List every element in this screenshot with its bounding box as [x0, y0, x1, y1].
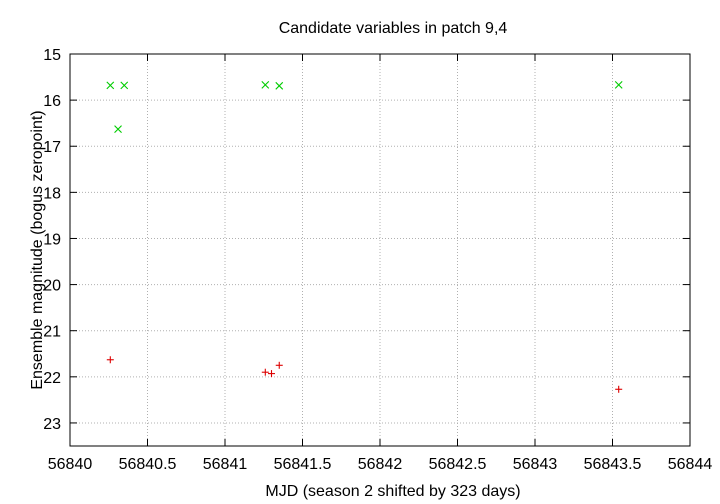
plus-marker-point	[275, 361, 283, 369]
axis-ticks: 56840 56840.5 56841 56841.5 56842 56842.5 5684…	[43, 47, 712, 473]
x-marker-point	[106, 81, 115, 90]
y-tick-label: 18	[43, 185, 61, 202]
plus-marker-point	[106, 356, 114, 364]
x-tick-label: 56840	[48, 456, 93, 473]
y-tick-label: 23	[43, 416, 61, 433]
plus-marker-point	[615, 385, 623, 393]
x-marker-point	[614, 81, 623, 89]
x-tick-label: 56843	[513, 456, 558, 473]
x-tick-label: 56842.5	[429, 456, 487, 473]
data-points	[106, 81, 623, 393]
x-marker-point	[114, 125, 122, 134]
y-axis-label: Ensemble magnitude (bogus zeropoint)	[29, 110, 46, 389]
x-marker-point	[261, 81, 270, 89]
x-tick-label: 56843.5	[584, 456, 642, 473]
y-tick-label: 20	[43, 278, 61, 295]
plot-frame	[69, 53, 691, 447]
x-marker-point	[120, 81, 129, 90]
x-tick-label: 56842	[358, 456, 403, 473]
x-marker-point	[275, 81, 284, 90]
y-tick-label: 15	[43, 47, 61, 64]
x-tick-label: 56841.5	[274, 456, 332, 473]
x-tick-label: 56844	[668, 456, 713, 473]
y-tick-label: 19	[43, 231, 61, 248]
x-tick-label: 56841	[203, 456, 248, 473]
y-tick-label: 22	[43, 370, 61, 387]
plus-marker-point	[268, 370, 275, 378]
plus-marker-point	[261, 368, 269, 376]
y-tick-label: 17	[43, 139, 61, 156]
chart-title: Candidate variables in patch 9,4	[279, 20, 508, 37]
x-tick-label: 56840.5	[119, 456, 177, 473]
grid-layer	[70, 54, 690, 446]
x-axis-label: MJD (season 2 shifted by 323 days)	[265, 483, 520, 500]
y-tick-label: 16	[43, 93, 61, 110]
y-tick-label: 21	[43, 324, 61, 341]
